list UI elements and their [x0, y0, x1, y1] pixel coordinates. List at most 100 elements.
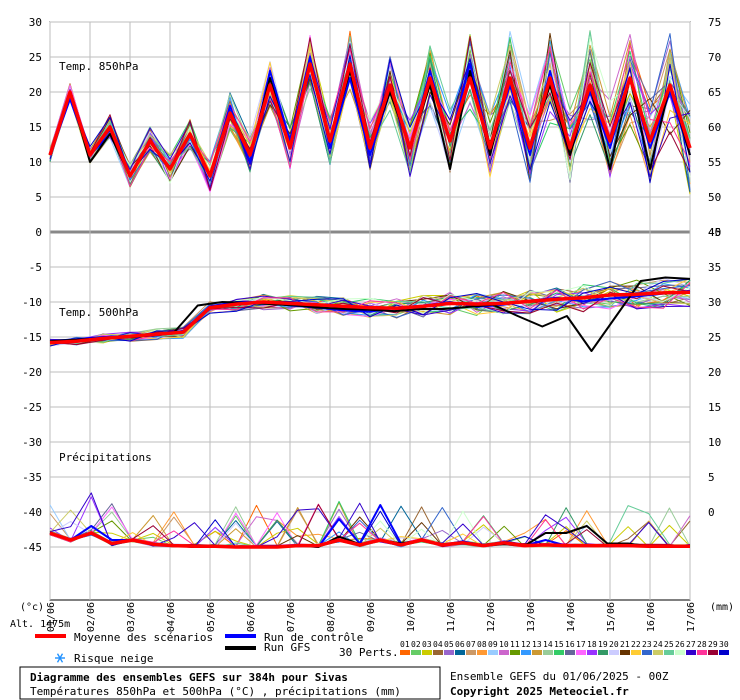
- left-tick-label: 15: [29, 121, 42, 134]
- perturbation-id: 01: [400, 640, 410, 649]
- date-tick-label: 15/06: [606, 602, 617, 632]
- date-tick-label: 10/06: [406, 602, 417, 632]
- perturbation-swatch: [499, 650, 509, 655]
- perturbation-swatch: [675, 650, 685, 655]
- perturbation-id: 09: [488, 640, 498, 649]
- right-tick-t500: 0: [708, 506, 715, 519]
- left-tick-label: 10: [29, 156, 42, 169]
- member-t850-line: [49, 55, 691, 184]
- date-tick-label: 04/06: [166, 602, 177, 632]
- member-t500-line: [49, 285, 691, 344]
- perturbation-id: 23: [642, 640, 652, 649]
- perturbation-id: 21: [620, 640, 630, 649]
- left-tick-label: 5: [35, 191, 42, 204]
- perturbation-id: 20: [609, 640, 619, 649]
- right-tick-t500: 15: [708, 401, 721, 414]
- perturbation-swatch: [510, 650, 520, 655]
- date-tick-label: 06/06: [246, 602, 257, 632]
- perturbation-swatch: [554, 650, 564, 655]
- legend-gfs-label: Run GFS: [264, 641, 310, 654]
- perturbation-swatch: [433, 650, 443, 655]
- date-tick-label: 01/06: [46, 602, 57, 632]
- perturbation-swatch: [400, 650, 410, 655]
- left-tick-label: -45: [22, 541, 42, 554]
- perturbation-swatches: [400, 650, 729, 655]
- right-tick-t500: 25: [708, 331, 721, 344]
- perturbation-id: 14: [543, 640, 553, 649]
- snowflake-icon: [55, 653, 65, 663]
- perturbation-swatch: [543, 650, 553, 655]
- left-tick-label: -10: [22, 296, 42, 309]
- perturbation-swatch: [576, 650, 586, 655]
- perturbation-swatch: [466, 650, 476, 655]
- right-tick-t500: 35: [708, 261, 721, 274]
- t850-panel-label: Temp. 850hPa: [59, 60, 138, 73]
- snow-risk-label: Risque neige: [74, 652, 153, 665]
- left-tick-label: 0: [35, 226, 42, 239]
- perturbation-id: 06: [455, 640, 465, 649]
- left-tick-label: 20: [29, 86, 42, 99]
- date-tick-label: 12/06: [486, 602, 497, 632]
- perturbation-swatch: [653, 650, 663, 655]
- right-tick-t500: 40: [708, 226, 721, 239]
- right-tick-t500: 10: [708, 436, 721, 449]
- chart-subtitle: Températures 850hPa et 500hPa (°C) , pré…: [30, 685, 401, 698]
- date-tick-label: 07/06: [286, 602, 297, 632]
- left-tick-label: 25: [29, 51, 42, 64]
- legend-mean-label: Moyenne des scénarios: [74, 631, 213, 644]
- member-t850-line: [49, 45, 691, 185]
- right-tick-t850: 50: [708, 191, 721, 204]
- perturbation-id: 29: [708, 640, 718, 649]
- series-precip-line: [49, 531, 690, 549]
- perturbation-id: 16: [565, 640, 575, 649]
- right-tick-t850: 60: [708, 121, 721, 134]
- perturbation-swatch: [488, 650, 498, 655]
- perturbation-swatch: [422, 650, 432, 655]
- date-tick-label: 13/06: [526, 602, 537, 632]
- perturbation-swatch: [631, 650, 641, 655]
- perturbation-id: 03: [422, 640, 432, 649]
- right-tick-t850: 55: [708, 156, 721, 169]
- right-tick-t850: 45: [708, 226, 721, 239]
- perturbation-swatch: [598, 650, 608, 655]
- perturbation-id: 26: [675, 640, 685, 649]
- left-tick-label: -5: [29, 261, 42, 274]
- date-tick-label: 14/06: [566, 602, 577, 632]
- perturbation-swatch: [532, 650, 542, 655]
- perturbation-id: 27: [686, 640, 696, 649]
- date-tick-label: 16/06: [646, 602, 657, 632]
- perturbation-swatch: [719, 650, 729, 655]
- perturbation-id: 12: [521, 640, 531, 649]
- perturbation-id: 18: [587, 640, 597, 649]
- left-tick-label: -15: [22, 331, 42, 344]
- perturbation-id: 07: [466, 640, 476, 649]
- date-tick-label: 11/06: [446, 602, 457, 632]
- perturbation-id: 24: [653, 640, 663, 649]
- perturbation-swatch: [444, 650, 454, 655]
- perturbation-ids: 01 02 03 04 05 06 07 08 09 10 11 12 13 14 15 16 17 18 19 20…: [400, 640, 729, 649]
- precip-panel-label: Précipitations: [59, 451, 152, 464]
- t500-panel-label: Temp. 500hPa: [59, 306, 138, 319]
- left-tick-label: -35: [22, 471, 42, 484]
- right-tick-t850: 70: [708, 51, 721, 64]
- left-axis-unit: (°c): [20, 602, 44, 613]
- ensemble-lines: [48, 30, 692, 549]
- altitude-label: Alt. 1475m: [10, 619, 70, 630]
- perturbations-label: 30 Perts.: [339, 646, 399, 659]
- perturbation-swatch: [477, 650, 487, 655]
- perturbation-id: 22: [631, 640, 641, 649]
- perturbation-id: 05: [444, 640, 454, 649]
- perturbation-swatch: [609, 650, 619, 655]
- perturbation-id: 02: [411, 640, 421, 649]
- run-label: Ensemble GEFS du 01/06/2025 - 00Z: [450, 670, 669, 683]
- date-tick-label: 08/06: [326, 602, 337, 632]
- perturbation-id: 08: [477, 640, 487, 649]
- date-tick-label: 09/06: [366, 602, 377, 632]
- copyright: Copyright 2025 Meteociel.fr: [450, 685, 629, 698]
- perturbation-swatch: [708, 650, 718, 655]
- perturbation-swatch: [587, 650, 597, 655]
- right-axis-unit: (mm): [710, 602, 734, 613]
- left-tick-label: 30: [29, 16, 42, 29]
- series-t850-line: [48, 62, 692, 178]
